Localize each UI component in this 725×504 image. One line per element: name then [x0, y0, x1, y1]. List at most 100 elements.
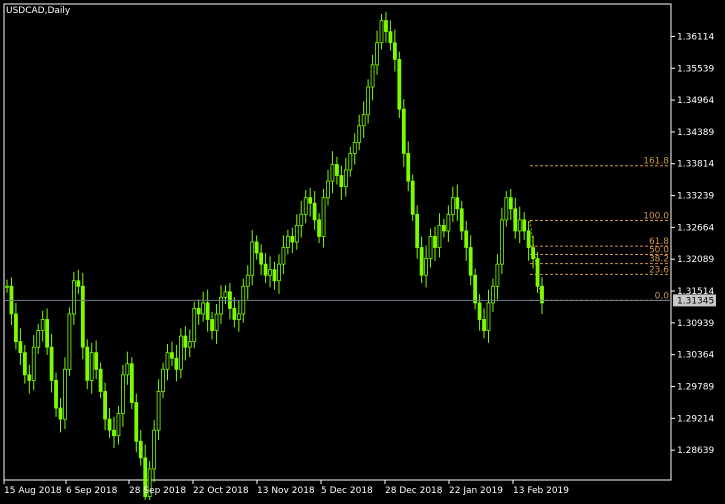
candle-body — [36, 330, 41, 348]
candle-body — [94, 352, 99, 370]
candle-body — [330, 164, 335, 182]
chart-title: USDCAD,Daily — [6, 6, 71, 16]
candle-body — [410, 180, 415, 215]
candle-body — [121, 374, 125, 414]
y-tick-label: 1.33239 — [677, 192, 714, 202]
y-tick-label: 1.34389 — [677, 128, 714, 138]
x-tick-label: 15 Aug 2018 — [4, 486, 62, 496]
candle-body — [196, 308, 201, 315]
candle-body — [165, 352, 170, 370]
candle-body — [263, 263, 268, 276]
candle-body — [504, 197, 509, 221]
candle-body — [437, 224, 442, 248]
candle-body — [473, 274, 478, 304]
candle-body — [321, 197, 326, 237]
candle-body — [281, 247, 286, 265]
candle-body — [406, 153, 411, 182]
candle-body — [384, 20, 388, 33]
candle-body — [499, 219, 504, 265]
candle-body — [299, 213, 304, 226]
x-tick-label: 13 Nov 2018 — [257, 486, 315, 496]
candle-body — [392, 42, 397, 60]
y-tick-label: 1.31514 — [677, 287, 714, 297]
candle-body — [303, 197, 308, 215]
fib-level-label: 161.8 — [643, 157, 669, 167]
y-tick-label: 1.35539 — [677, 64, 714, 74]
plot-frame — [3, 3, 672, 481]
candle-body — [31, 346, 36, 381]
candle-body — [531, 247, 535, 260]
candle-body — [268, 269, 272, 276]
candle-body — [103, 391, 107, 420]
candle-body — [357, 125, 362, 143]
candle-body — [58, 407, 63, 420]
candle-body — [80, 285, 85, 348]
time-axis[interactable]: 15 Aug 2018 6 Sep 2018 28 Sep 2018 22 Oct 2… — [3, 480, 569, 496]
candle-body — [419, 247, 424, 276]
x-tick-label: 28 Dec 2018 — [385, 486, 443, 496]
candle-body — [89, 352, 94, 381]
candle-body — [54, 379, 58, 409]
candle-body — [223, 291, 228, 298]
candle-body — [352, 141, 357, 154]
candle-body — [388, 31, 393, 44]
candle-body — [361, 114, 366, 127]
current-price-label: 1.31345 — [677, 296, 714, 306]
candle-body — [308, 197, 313, 204]
fibonacci-retracement[interactable]: 161.8 100.0 61.850.038.223.6 0.0 — [529, 157, 671, 302]
candle-body — [464, 230, 469, 248]
candles-group — [5, 11, 544, 504]
candle-body — [138, 440, 143, 459]
y-tick-label: 1.36114 — [677, 32, 714, 42]
x-tick-label: 22 Jan 2019 — [449, 486, 503, 496]
y-tick-label: 1.33814 — [677, 160, 714, 170]
fib-level-label: 100.0 — [643, 211, 669, 221]
candle-body — [326, 180, 330, 199]
candle-body — [143, 457, 148, 498]
candle-body — [401, 108, 406, 154]
candle-body — [236, 313, 241, 320]
candle-body — [152, 429, 157, 470]
candle-body — [49, 346, 54, 381]
candle-body — [517, 219, 522, 232]
candle-body — [285, 236, 290, 248]
candle-body — [335, 164, 339, 176]
candle-body — [375, 42, 379, 66]
candle-body — [45, 319, 50, 348]
x-tick-label: 28 Sep 2018 — [129, 486, 186, 496]
candle-body — [482, 319, 486, 331]
fib-level-label: 61.8 — [649, 237, 669, 247]
candle-body — [214, 313, 219, 331]
candle-body — [219, 296, 223, 315]
fib-trendline[interactable] — [529, 220, 542, 301]
candle-body — [343, 169, 348, 188]
candle-body — [201, 302, 206, 315]
candle-body — [450, 197, 455, 215]
candle-body — [40, 319, 45, 331]
candle-body — [526, 230, 531, 248]
candle-body — [147, 468, 152, 498]
candle-body — [112, 429, 116, 437]
candle-body — [250, 241, 255, 276]
candle-body — [428, 236, 433, 260]
candle-body — [522, 219, 527, 232]
x-tick-label: 6 Sep 2018 — [66, 486, 118, 496]
candle-body — [508, 197, 513, 210]
x-tick-label: 13 Feb 2019 — [513, 486, 569, 496]
fib-level-label: 23.6 — [649, 265, 669, 275]
y-tick-label: 1.34964 — [677, 96, 714, 106]
candle-body — [312, 202, 317, 221]
candle-body — [540, 285, 544, 304]
candle-body — [245, 274, 250, 287]
price-axis[interactable]: 1.36114 1.35539 1.34964 1.34389 1.33814 1.332… — [671, 32, 714, 456]
candle-body — [348, 153, 353, 171]
candle-body — [468, 247, 473, 276]
y-tick-label: 1.30364 — [677, 351, 714, 361]
candle-body — [366, 86, 371, 116]
candle-body — [67, 313, 72, 370]
candle-body — [183, 335, 188, 348]
candle-body — [107, 418, 112, 431]
candle-body — [317, 219, 321, 237]
